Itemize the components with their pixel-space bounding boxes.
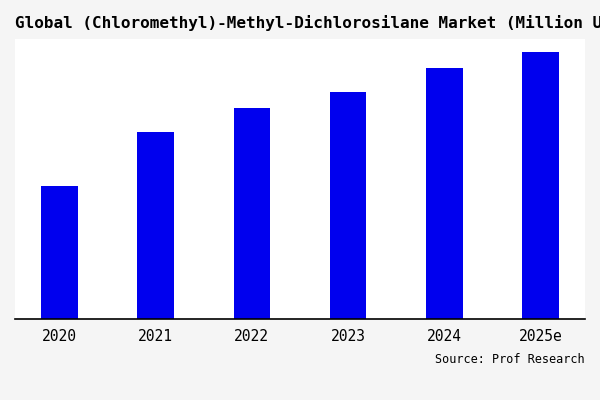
Text: Source: Prof Research: Source: Prof Research	[436, 353, 585, 366]
Bar	[426, 68, 463, 319]
Text: Global (Chloromethyl)-Methyl-Dichlorosilane Market (Million USD): Global (Chloromethyl)-Methyl-Dichlorosil…	[15, 15, 600, 31]
Bar	[523, 52, 559, 319]
Bar	[137, 132, 174, 319]
Bar	[330, 92, 367, 319]
Bar	[233, 108, 270, 319]
Bar	[41, 186, 77, 319]
